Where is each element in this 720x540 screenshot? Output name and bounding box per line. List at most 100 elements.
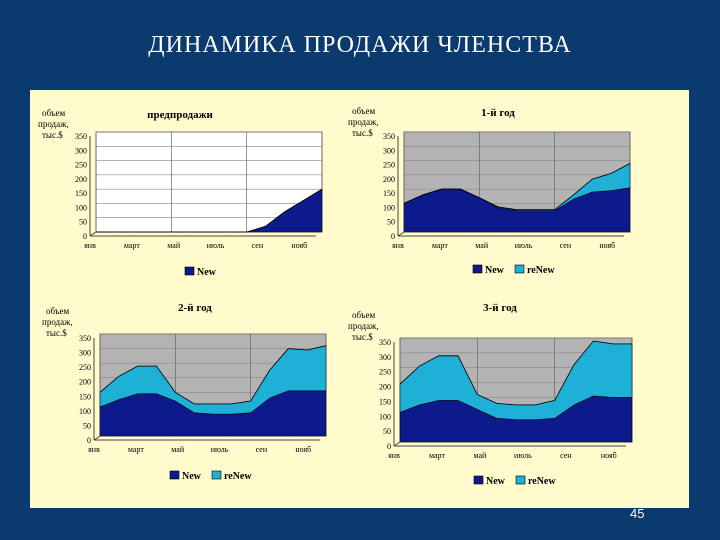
y-tick-label: 250 <box>383 161 395 170</box>
y-tick-label: 0 <box>83 232 87 241</box>
x-tick-label: янв <box>84 241 96 250</box>
x-tick-label: март <box>128 445 144 454</box>
legend-label-New: New <box>197 267 217 278</box>
x-tick-label: сен <box>560 451 572 460</box>
legend-label-New: New <box>182 471 202 482</box>
legend-swatch-reNew <box>515 475 526 485</box>
x-tick-label: янв <box>392 241 404 250</box>
legend-swatch-New <box>169 470 180 480</box>
legend-label-reNew: reNew <box>528 476 556 487</box>
y-tick-label: 0 <box>391 232 395 241</box>
y-tick-label: 200 <box>379 383 391 392</box>
y-axis-label-line: продаж, <box>42 317 73 327</box>
x-tick-label: нояб <box>291 241 307 250</box>
y-axis-label-line: тыс.$ <box>352 332 373 342</box>
y-axis-label-line: продаж, <box>38 119 69 129</box>
y-tick-label: 350 <box>383 132 395 141</box>
y-axis-label-line: тыс.$ <box>352 128 373 138</box>
y-axis-label-line: объем <box>42 108 66 118</box>
x-tick-label: июль <box>207 241 225 250</box>
axis-corner <box>393 441 401 447</box>
y-tick-label: 50 <box>79 218 87 227</box>
chart-title: 2-й год <box>178 302 212 314</box>
legend-swatch-reNew <box>514 264 525 274</box>
legend-label-New: New <box>486 476 506 487</box>
x-tick-label: сен <box>256 445 268 454</box>
y-tick-label: 300 <box>75 146 87 155</box>
y-tick-label: 150 <box>379 397 391 406</box>
x-tick-label: янв <box>388 451 400 460</box>
x-tick-label: май <box>474 451 488 460</box>
y-tick-label: 100 <box>79 407 91 416</box>
x-tick-label: нояб <box>599 241 615 250</box>
x-tick-label: июль <box>515 241 533 250</box>
y-tick-label: 100 <box>379 412 391 421</box>
y-axis-label-line: тыс.$ <box>46 328 67 338</box>
chart-title: предпродажи <box>147 109 213 121</box>
y-tick-label: 250 <box>379 368 391 377</box>
y-tick-label: 100 <box>75 203 87 212</box>
area-edge-reNew <box>99 345 327 405</box>
axis-corner <box>89 231 97 237</box>
chart-title: 1-й год <box>481 107 515 119</box>
x-tick-label: нояб <box>601 451 617 460</box>
y-tick-label: 50 <box>383 427 391 436</box>
x-tick-label: май <box>167 241 181 250</box>
axis-corner <box>397 231 405 237</box>
y-tick-label: 300 <box>383 146 395 155</box>
y-tick-label: 200 <box>79 378 91 387</box>
x-tick-label: май <box>475 241 489 250</box>
slide-title: ДИНАМИКА ПРОДАЖИ ЧЛЕНСТВА <box>148 32 572 58</box>
y-axis-label-line: объем <box>352 310 376 320</box>
y-tick-label: 200 <box>75 175 87 184</box>
area-edge-reNew <box>403 163 631 211</box>
legend-swatch-reNew <box>211 470 222 480</box>
x-tick-label: март <box>432 241 448 250</box>
y-axis-label-line: объем <box>352 106 376 116</box>
legend-swatch-New <box>472 264 483 274</box>
y-axis-label-line: тыс.$ <box>42 130 63 140</box>
x-tick-label: янв <box>88 445 100 454</box>
chart-title: 3-й год <box>483 302 517 314</box>
y-axis-label-line: продаж, <box>348 321 379 331</box>
y-tick-label: 150 <box>383 189 395 198</box>
area-edge-New <box>96 188 323 233</box>
y-tick-label: 250 <box>75 161 87 170</box>
y-tick-label: 150 <box>75 189 87 198</box>
y-tick-label: 0 <box>387 442 391 451</box>
x-tick-label: июль <box>211 445 229 454</box>
y-tick-label: 350 <box>379 338 391 347</box>
x-tick-label: май <box>171 445 185 454</box>
x-tick-label: март <box>429 451 445 460</box>
x-tick-label: сен <box>252 241 264 250</box>
legend-swatch-New <box>473 475 484 485</box>
x-tick-label: июль <box>514 451 532 460</box>
y-tick-label: 50 <box>83 421 91 430</box>
y-tick-label: 300 <box>79 349 91 358</box>
x-tick-label: сен <box>560 241 572 250</box>
y-tick-label: 150 <box>79 392 91 401</box>
x-tick-label: март <box>124 241 140 250</box>
axis-corner <box>93 435 101 441</box>
legend-swatch-New <box>184 266 195 276</box>
y-tick-label: 300 <box>379 353 391 362</box>
x-tick-label: нояб <box>295 445 311 454</box>
area-edge-reNew <box>399 340 632 406</box>
legend-label-reNew: reNew <box>527 265 555 276</box>
y-tick-label: 350 <box>79 334 91 343</box>
y-axis-label-line: продаж, <box>348 117 379 127</box>
y-tick-label: 100 <box>383 203 395 212</box>
y-tick-label: 250 <box>79 363 91 372</box>
y-tick-label: 200 <box>383 175 395 184</box>
y-tick-label: 0 <box>87 436 91 445</box>
y-tick-label: 350 <box>75 132 87 141</box>
page-number: 45 <box>630 506 645 521</box>
y-tick-label: 50 <box>387 218 395 227</box>
y-axis-label-line: объем <box>46 306 70 316</box>
